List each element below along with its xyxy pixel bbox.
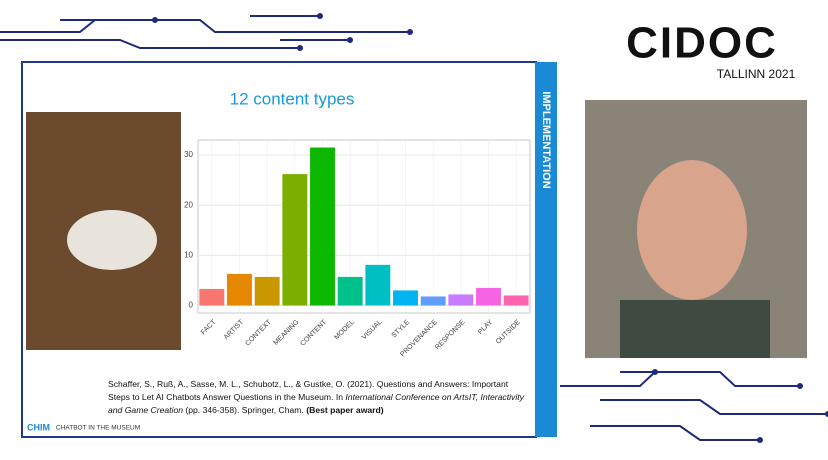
footer-text: CHATBOT IN THE MUSEUM xyxy=(56,425,140,432)
footer-brand: CHIM xyxy=(27,422,50,432)
chart-title: 12 content types xyxy=(230,89,355,108)
bar xyxy=(199,288,225,306)
citation-italic: and Game Creation xyxy=(108,405,183,415)
side-label: IMPLEMENTATION xyxy=(540,91,552,188)
circuit-nodes xyxy=(152,13,828,443)
y-tick-label: 0 xyxy=(189,301,194,310)
bar xyxy=(337,276,363,306)
citation-italic: International Conference on ArtsIT, Inte… xyxy=(345,392,524,402)
bar xyxy=(420,296,446,306)
logo-name: CIDOC xyxy=(626,19,778,68)
bar xyxy=(365,264,391,306)
circuit-decoration xyxy=(0,15,828,441)
bar xyxy=(282,174,308,306)
citation-line: (pp. 346-358). Springer, Cham. xyxy=(183,405,306,415)
webcam-shirt xyxy=(620,300,770,358)
bar xyxy=(476,287,501,306)
citation: Schaffer, S., Ruß, A., Sasse, M. L., Sch… xyxy=(108,379,526,415)
citation-line: Schaffer, S., Ruß, A., Sasse, M. L., Sch… xyxy=(108,379,509,389)
bar xyxy=(227,273,252,306)
painting-table xyxy=(67,210,157,270)
y-tick-label: 10 xyxy=(184,250,193,259)
bar xyxy=(503,295,529,306)
y-tick-label: 20 xyxy=(184,200,193,209)
webcam-person xyxy=(637,160,747,300)
plot-area xyxy=(197,139,531,314)
citation-line: Steps to Let AI Chatbots Answer Question… xyxy=(108,392,345,402)
bar xyxy=(254,276,280,306)
y-tick-label: 30 xyxy=(184,150,193,159)
bar xyxy=(310,147,335,306)
citation-bold: (Best paper award) xyxy=(306,405,384,415)
bar xyxy=(448,294,474,306)
side-band xyxy=(535,62,557,437)
bar xyxy=(393,290,418,306)
logo-place: TALLINN 2021 xyxy=(717,67,796,81)
